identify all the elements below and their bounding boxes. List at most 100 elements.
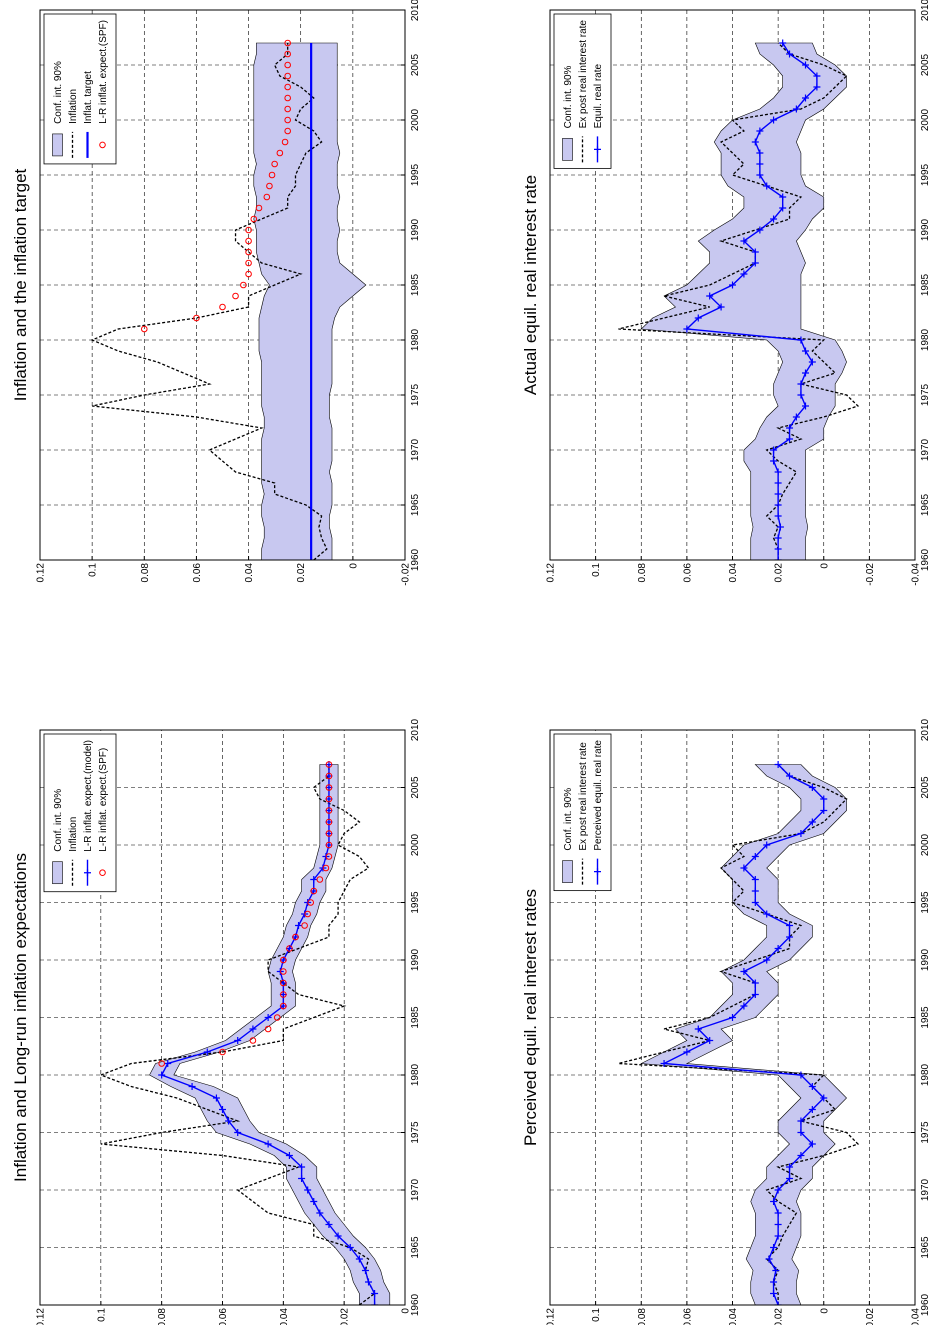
marker [301,922,308,929]
marker [774,1186,782,1194]
marker [756,149,764,157]
marker [264,1140,272,1148]
marker [325,807,333,814]
legend-item: Conf. int. 90% [562,65,574,161]
legend-label: Inflat. target [83,71,94,124]
marker [280,968,287,975]
legend-label: L-R inflat. expect.(SPF) [98,748,109,852]
marker [245,259,252,267]
marker [765,1255,773,1263]
x-tick-label: 1960 [920,1293,931,1316]
marker [280,1002,287,1010]
legend: Conf. int. 90% Ex post real interest rate… [553,13,612,169]
y-tick-label: 0.04 [279,1308,290,1325]
marker [808,358,816,366]
legend-item: Ex post real interest rate [578,20,589,163]
legend-item: Conf. int. 90% [52,789,64,885]
marker [774,545,782,553]
legend-item: Inflation [68,817,79,886]
x-tick-label: 1970 [920,1178,931,1201]
x-tick-label: 1990 [920,948,931,971]
legend-item: L-R inflat. expect.(SPF) [98,20,109,149]
x-tick-label: 2005 [920,53,931,76]
y-tick-label: 0.12 [546,563,557,583]
x-tick-label: 1995 [410,163,421,186]
y-tick-label: 0.04 [728,563,739,583]
x-tick-label: 2005 [410,776,421,799]
marker [280,956,287,964]
marker [740,968,748,975]
marker [325,1221,333,1228]
marker [770,446,778,454]
marker [774,490,782,498]
marker [284,61,291,69]
x-tick-label: 2010 [920,0,931,21]
y-tick-label: 0.02 [296,563,307,583]
marker [797,1071,805,1079]
y-tick-label: 0 [819,1308,830,1314]
legend-label: Equil. real rate [593,63,604,128]
legend-label: Perceived equil. real rate [593,740,604,851]
marker [740,237,748,245]
marker [316,1209,324,1217]
marker [361,1267,369,1274]
marker [271,160,278,168]
marker [797,1117,805,1125]
marker [140,325,148,333]
y-tick-label: 0.04 [244,563,255,583]
x-tick-label: 1995 [410,891,421,914]
x-tick-label: 1960 [920,548,931,571]
legend-item: Ex post real interest rate [578,742,589,885]
marker [263,193,271,201]
marker [770,1290,778,1297]
marker [310,876,318,883]
marker [763,841,771,849]
y-tick-label: 0.06 [192,563,203,583]
x-tick-label: 1980 [410,328,421,351]
marker [255,204,263,212]
x-tick-label: 2000 [410,108,421,131]
marker [770,116,778,124]
legend-swatch [99,869,106,877]
marker [751,991,759,998]
marker [232,292,239,300]
marker [304,1186,312,1194]
chart: Actual equil. real interest rate -0.04 -0.… [521,0,931,586]
marker [276,149,284,157]
legend-swatch [52,861,63,885]
marker [756,160,764,168]
x-tick-label: 1995 [920,163,931,186]
x-tick-label: 1980 [920,328,931,351]
marker [779,39,787,47]
marker [284,72,291,80]
marker [751,899,759,906]
marker [786,50,794,58]
marker [284,39,291,47]
legend-box [43,13,117,165]
marker [219,303,226,311]
y-tick-label: -0.04 [911,563,922,586]
legend: Conf. int. 90% Inflation Inflat. target L-R… [43,13,117,165]
plot-frame [549,729,916,1306]
marker [756,127,764,135]
marker [751,876,759,883]
legend-label: Conf. int. 90% [53,61,64,124]
legend-label: Inflation [68,89,79,124]
marker [325,761,333,768]
marker [808,1106,816,1113]
legend-label: L-R inflat. expect.(model) [83,740,94,852]
marker [219,1048,226,1056]
marker [820,1094,828,1102]
marker [264,1025,272,1033]
marker [280,991,287,998]
y-tick-label: 0.04 [728,1308,739,1325]
marker [234,1037,242,1044]
y-tick-label: 0 [401,1308,412,1314]
marker [774,1232,782,1240]
x-tick-label: 1985 [410,1006,421,1029]
marker [751,138,759,146]
marker [355,1255,363,1263]
legend-item: Inflat. target [83,71,94,158]
y-tick-label: 0 [348,563,359,569]
